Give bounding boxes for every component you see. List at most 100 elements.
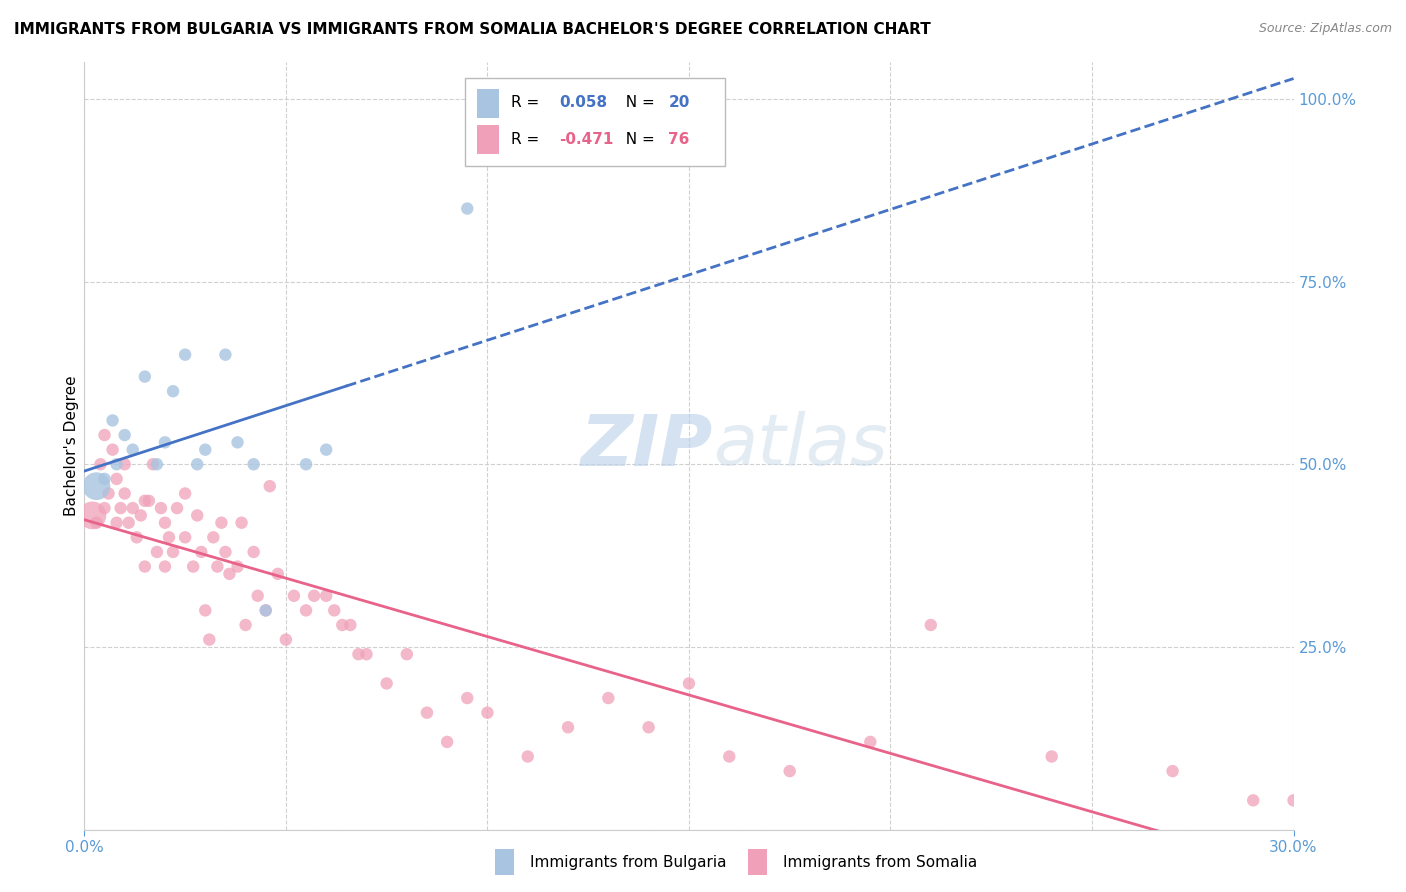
Point [295,603,318,617]
Point [339,618,361,632]
Point [162,384,184,399]
Point [231,516,253,530]
Point [105,516,128,530]
Point [110,501,132,516]
Point [416,706,439,720]
Point [174,530,197,544]
Point [186,508,208,523]
Point [678,676,700,690]
Point [1161,764,1184,778]
Point [226,435,249,450]
Point [226,559,249,574]
Point [356,647,378,661]
Point [153,435,176,450]
Point [174,348,197,362]
Point [295,457,318,471]
Point [347,647,370,661]
Point [718,749,741,764]
Point [134,369,156,384]
Text: Source: ZipAtlas.com: Source: ZipAtlas.com [1258,22,1392,36]
Point [246,589,269,603]
Point [146,457,169,471]
Point [259,479,281,493]
Point [242,457,264,471]
Text: N =: N = [616,95,659,110]
Point [181,559,204,574]
Point [149,501,172,516]
Point [1040,749,1063,764]
Bar [478,89,499,119]
Point [302,589,325,603]
Point [456,202,478,216]
Y-axis label: Bachelor's Degree: Bachelor's Degree [63,376,79,516]
Point [436,735,458,749]
Point [1241,793,1264,807]
Point [93,472,115,486]
Point [242,545,264,559]
Text: 20: 20 [668,95,690,110]
Text: ZIP: ZIP [581,411,713,481]
Point [209,516,232,530]
Point [138,493,160,508]
Point [267,566,290,581]
Text: R =: R = [512,132,544,146]
Point [86,516,108,530]
Point [86,479,108,493]
Text: R =: R = [512,95,544,110]
Point [218,566,240,581]
Point [166,501,188,516]
Text: IMMIGRANTS FROM BULGARIA VS IMMIGRANTS FROM SOMALIA BACHELOR'S DEGREE CORRELATIO: IMMIGRANTS FROM BULGARIA VS IMMIGRANTS F… [14,22,931,37]
Point [157,530,180,544]
Point [207,559,229,574]
Point [97,486,120,500]
Point [101,442,124,457]
Text: atlas: atlas [713,411,887,481]
Point [598,691,620,706]
Text: 0.058: 0.058 [560,95,607,110]
Text: 76: 76 [668,132,690,146]
Point [1282,793,1305,807]
Point [89,457,111,471]
Point [114,428,136,442]
Bar [478,126,499,154]
Point [105,457,128,471]
Point [323,603,346,617]
Point [142,457,165,471]
Point [637,720,659,734]
Point [174,486,197,500]
Point [235,618,257,632]
Point [194,442,217,457]
Point [129,508,152,523]
Point [330,618,353,632]
Point [93,428,115,442]
Point [114,486,136,500]
Point [920,618,942,632]
Point [146,545,169,559]
Point [114,457,136,471]
Text: -0.471: -0.471 [560,132,614,146]
Point [516,749,538,764]
Point [153,559,176,574]
Point [101,413,124,427]
Point [214,348,236,362]
Point [93,501,115,516]
Point [254,603,277,617]
Point [198,632,221,647]
Point [105,472,128,486]
Text: Immigrants from Somalia: Immigrants from Somalia [783,855,977,870]
Point [190,545,212,559]
Point [118,516,141,530]
Point [194,603,217,617]
Point [214,545,236,559]
Point [121,442,143,457]
Point [162,545,184,559]
Point [125,530,148,544]
Text: Immigrants from Bulgaria: Immigrants from Bulgaria [530,855,727,870]
Point [283,589,305,603]
Point [121,501,143,516]
Point [134,559,156,574]
FancyBboxPatch shape [465,78,725,166]
Point [375,676,398,690]
Point [557,720,579,734]
Point [274,632,297,647]
